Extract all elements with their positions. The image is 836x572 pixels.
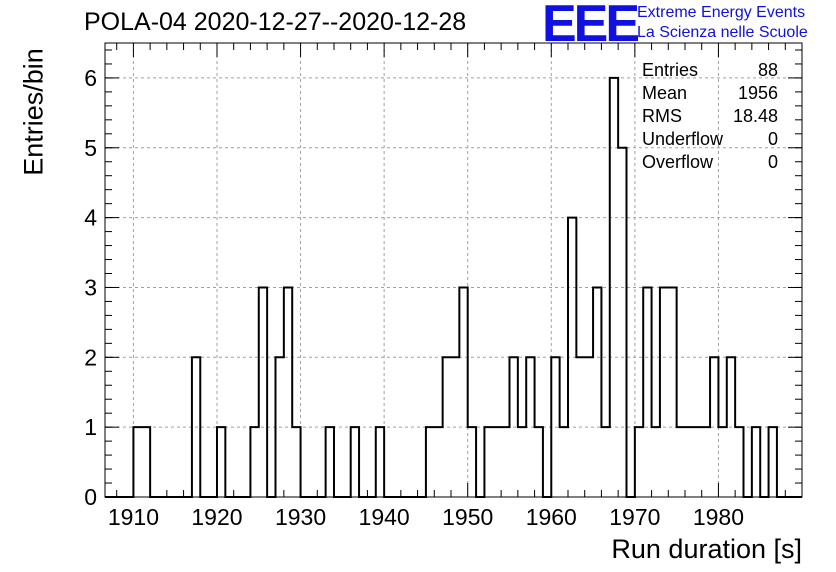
y-tick-label: 2: [84, 344, 97, 370]
histogram-bin: [560, 427, 568, 497]
histogram-bin: [426, 427, 443, 497]
histogram-bin: [217, 427, 225, 497]
histogram-bin: [292, 427, 300, 497]
histogram-bin: [727, 357, 735, 497]
eee-logo: EEE: [542, 0, 640, 53]
plot-frame: [104, 42, 803, 498]
axis-ticks: [105, 43, 802, 498]
stat-label-rms: RMS: [642, 106, 682, 126]
histogram-bin: [518, 427, 526, 497]
y-axis-label: Entries/bin: [18, 48, 49, 176]
y-tick-label: 1: [84, 414, 97, 440]
histogram-bin: [601, 427, 609, 497]
histogram-bin: [593, 287, 601, 497]
histogram-bin: [735, 427, 743, 497]
histogram-bin: [259, 287, 267, 497]
histogram-bin: [660, 287, 677, 497]
stat-value-mean: 1956: [737, 83, 778, 103]
histogram-bin: [568, 218, 576, 497]
stat-value-rms: 18.48: [732, 106, 778, 126]
histogram-bin: [551, 357, 559, 497]
histogram-bin: [351, 427, 359, 497]
histogram-bin: [484, 427, 492, 497]
y-tick-label: 0: [84, 484, 97, 510]
stat-value-entries: 88: [757, 60, 778, 80]
histogram-bin: [535, 427, 543, 497]
histogram-bin: [526, 357, 534, 497]
stat-label-underflow: Underflow: [642, 129, 724, 149]
stat-label-mean: Mean: [642, 83, 688, 103]
histogram-bin: [677, 427, 710, 497]
histogram-bin: [376, 427, 384, 497]
histogram-bin: [652, 427, 660, 497]
x-tick-label: 1920: [191, 504, 242, 530]
histogram-bin: [443, 357, 460, 497]
stat-value-overflow: 0: [767, 152, 778, 172]
histogram-bin: [576, 357, 593, 497]
tick-labels: 0 1 2 3 4 5 6 1910 1920 1930 1940 1950 1960 1970 1980: [84, 65, 744, 530]
y-tick-label: 3: [84, 274, 97, 300]
stat-value-underflow: 0: [767, 129, 778, 149]
x-tick-label: 1910: [108, 504, 159, 530]
histogram-bin: [610, 78, 618, 497]
chart-title: POLA-04 2020-12-27--2020-12-28: [84, 8, 467, 36]
histogram-bin: [752, 427, 760, 497]
histogram-bin: [718, 427, 726, 497]
histogram-bin: [468, 427, 476, 497]
x-tick-label: 1960: [526, 504, 577, 530]
y-tick-label: 4: [84, 205, 97, 231]
histogram-bin: [710, 357, 718, 497]
histogram-bin: [326, 427, 334, 497]
stat-label-entries: Entries: [642, 60, 699, 80]
histogram-bin: [643, 287, 651, 497]
logo-caption-line1: Extreme Energy Events: [637, 4, 806, 21]
histogram-bin: [192, 357, 200, 497]
x-tick-label: 1970: [609, 504, 660, 530]
y-tick-label: 6: [84, 65, 97, 91]
histogram-bin: [635, 427, 643, 497]
histogram-bin: [133, 427, 150, 497]
histogram-bin: [275, 357, 283, 497]
histogram-bin: [284, 287, 292, 497]
histogram-bin: [493, 427, 510, 497]
x-tick-label: 1940: [359, 504, 410, 530]
x-tick-label: 1980: [693, 504, 744, 530]
histogram-bin: [769, 427, 777, 497]
histogram-bin: [618, 148, 626, 497]
x-tick-label: 1950: [442, 504, 493, 530]
stat-label-overflow: Overflow: [642, 152, 714, 172]
logo-caption-line2: La Scienza nelle Scuole: [637, 24, 808, 41]
histogram-bin: [509, 357, 517, 497]
x-axis-label: Run duration [s]: [611, 534, 802, 564]
histogram-bin: [459, 287, 467, 497]
x-tick-label: 1930: [275, 504, 326, 530]
histogram-bin: [250, 427, 258, 497]
y-tick-label: 5: [84, 135, 97, 161]
